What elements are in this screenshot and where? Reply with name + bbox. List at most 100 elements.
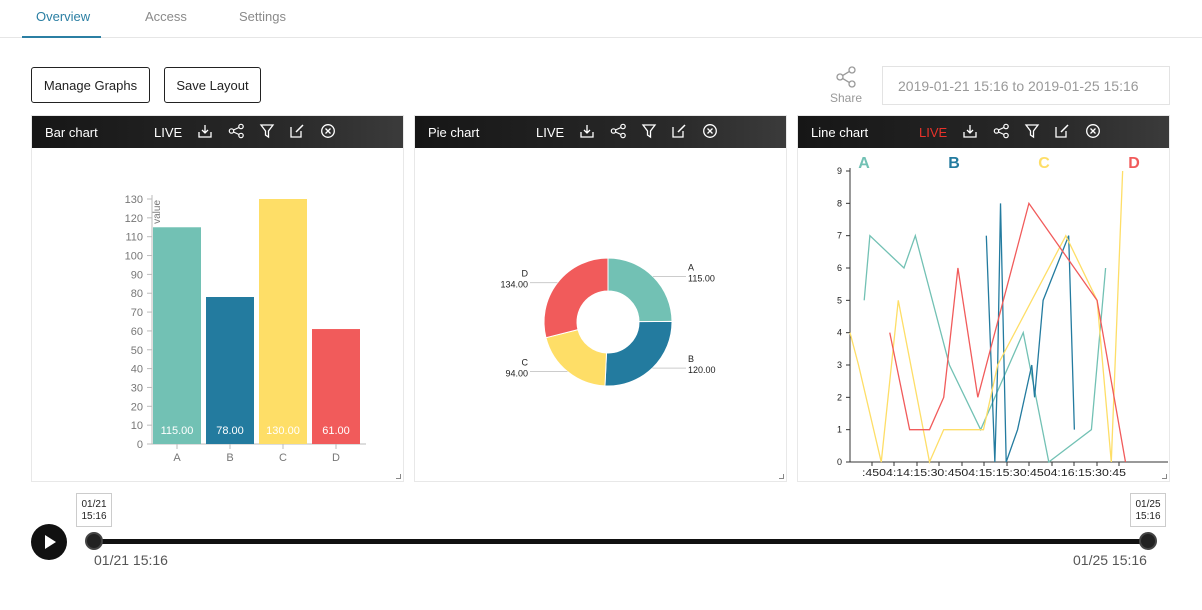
legend-d: D [1128,155,1140,172]
y-tick-label: 1 [837,425,842,435]
live-toggle[interactable]: LIVE [536,125,565,140]
y-tick-label: 110 [125,232,143,244]
share-icon [836,66,856,88]
line-chart: 0 1 2 3 4 5 6 7 8 9:4504:14:15:30:4504:15:15:30:4… [837,155,1168,479]
y-tick-label: 100 [125,251,143,263]
pie-slice-d [543,257,609,339]
pie-chart-panel: Pie chart LIVE A 115.00 B 120.00 C 94.00 D 134.… [414,115,787,482]
download-icon[interactable] [197,123,213,139]
bar-chart-body: 0 10 20 30 40 50 60 70 80 90 100 110 120 130 value 115.… [32,148,403,481]
x-tick-label: B [226,452,233,464]
y-tick-label: 90 [131,269,143,281]
bar-chart: 0 10 20 30 40 50 60 70 80 90 100 110 120 130 value 115.… [125,194,366,464]
panel-title: Bar chart [45,125,98,140]
pie-value-label: 115.00 [688,274,715,284]
share-button[interactable]: Share [826,66,866,105]
pie-value-label: 94.00 [505,369,528,379]
y-tick-label: 3 [837,360,842,370]
timeline-start-box: 01/21 15:16 [76,493,112,527]
tab-overview[interactable]: Overview [36,9,91,24]
y-tick-label: 120 [125,213,143,225]
y-tick-label: 50 [131,345,143,357]
legend-a: A [858,155,870,172]
date-range-input[interactable]: 2019-01-21 15:16 to 2019-01-25 15:16 [882,66,1170,105]
timeline-end-label: 01/25 15:16 [1073,552,1147,568]
timeline-end-box: 01/25 15:16 [1130,493,1166,527]
filter-icon[interactable] [259,123,275,139]
active-tab-indicator [22,36,101,38]
share-label: Share [829,91,863,105]
pie-label: C [522,358,529,368]
pie-slice-b [604,320,673,387]
x-tick-label: D [332,452,340,464]
resize-handle[interactable] [1162,474,1167,479]
manage-graphs-button[interactable]: Manage Graphs [31,67,150,103]
panel-header: Line chart LIVE [798,116,1169,148]
resize-handle[interactable] [396,474,401,479]
y-tick-label: 80 [131,288,143,300]
save-layout-button[interactable]: Save Layout [164,67,261,103]
bar-d [312,329,360,444]
bar-value-label: 130.00 [266,425,300,437]
panel-title: Pie chart [428,125,480,140]
share-icon[interactable] [993,123,1009,139]
bar-a [153,227,201,444]
y-tick-label: 30 [131,382,143,394]
y-tick-label: 5 [837,295,842,305]
y-tick-label: 2 [837,392,842,402]
filter-icon[interactable] [1024,123,1040,139]
line-chart-panel: Line chart LIVE 0 1 2 3 4 5 6 7 8 9:4504:14:15:30… [797,115,1170,482]
edit-icon[interactable] [1054,123,1070,139]
pie-slice-a [607,257,673,323]
play-button[interactable] [31,524,67,560]
line-series-d [889,201,1127,463]
x-tick-label: C [279,452,287,464]
close-icon[interactable] [320,123,336,139]
y-tick-label: 20 [131,401,143,413]
line-series-a [863,233,1107,464]
panel-header: Bar chart LIVE [32,116,403,148]
y-tick-label: 6 [837,263,842,273]
bar-c [259,199,307,444]
share-icon[interactable] [610,123,626,139]
y-tick-label: 8 [837,198,842,208]
live-toggle[interactable]: LIVE [154,125,183,140]
y-tick-label: 0 [137,439,143,451]
timeline-track[interactable] [93,539,1149,544]
line-chart-body: 0 1 2 3 4 5 6 7 8 9:4504:14:15:30:4504:15:15:30:4… [798,148,1169,481]
y-tick-label: 60 [131,326,143,338]
pie-chart-body: A 115.00 B 120.00 C 94.00 D 134.00 [415,148,786,481]
line-series-c [849,170,1124,465]
download-icon[interactable] [579,123,595,139]
tab-settings[interactable]: Settings [239,9,286,24]
pie-label: A [688,263,694,273]
pie-value-label: 120.00 [688,365,716,375]
pie-label: B [688,354,694,364]
y-tick-label: 4 [837,328,842,338]
close-icon[interactable] [1085,123,1101,139]
share-icon[interactable] [228,123,244,139]
edit-icon[interactable] [671,123,687,139]
timeline-end-handle[interactable] [1139,532,1157,550]
filter-icon[interactable] [641,123,657,139]
timeline-start-handle[interactable] [85,532,103,550]
tab-access[interactable]: Access [145,9,187,24]
timeline-start-label: 01/21 15:16 [94,552,168,568]
y-tick-label: 9 [837,166,842,176]
pie-label: D [522,269,529,279]
tab-bar: Overview Access Settings [0,0,1202,38]
resize-handle[interactable] [779,474,784,479]
bar-value-label: 115.00 [161,425,194,437]
close-icon[interactable] [702,123,718,139]
y-tick-label: 40 [131,364,143,376]
edit-icon[interactable] [289,123,305,139]
y-tick-label: 7 [837,231,842,241]
bar-chart-panel: Bar chart LIVE 0 10 20 30 40 50 60 70 80 90 100 110… [31,115,404,482]
x-tick-label: A [173,452,181,464]
pie-slice-c [545,328,608,387]
download-icon[interactable] [962,123,978,139]
live-toggle[interactable]: LIVE [919,125,948,140]
y-axis-label: value [152,200,163,224]
panel-header: Pie chart LIVE [415,116,786,148]
y-tick-label: 10 [131,420,143,432]
